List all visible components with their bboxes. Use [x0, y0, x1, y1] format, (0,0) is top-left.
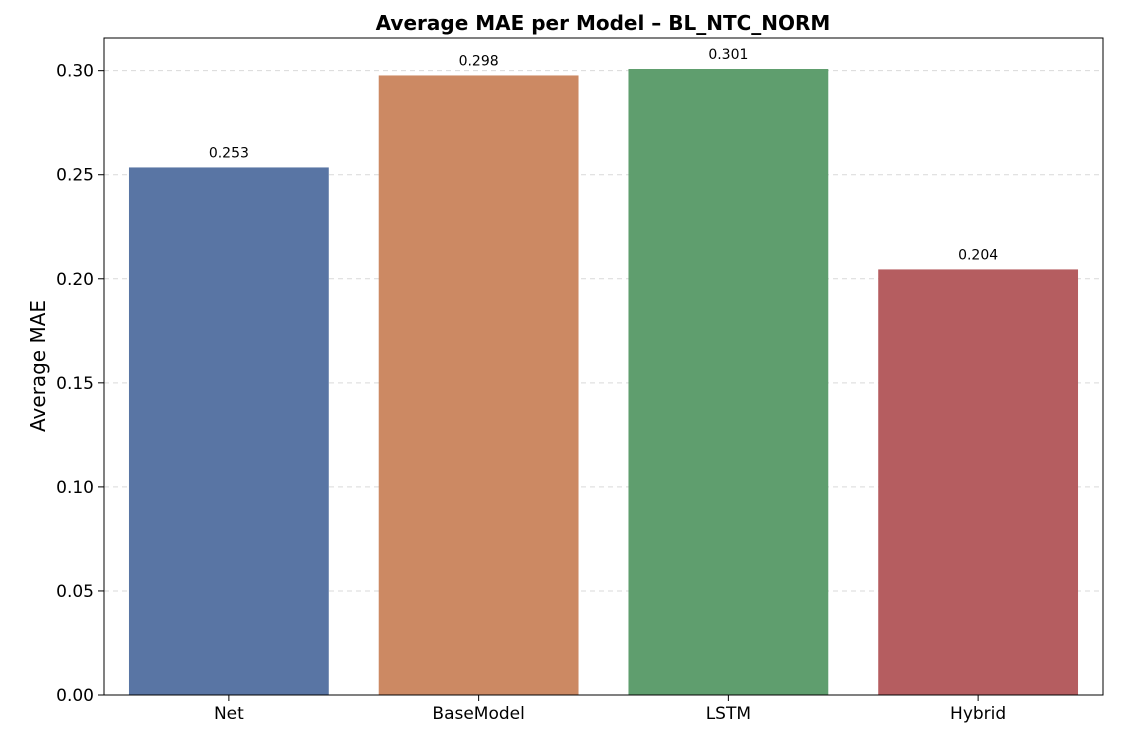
bar-net — [128, 167, 329, 695]
x-tick-label: LSTM — [706, 704, 751, 724]
y-tick-label: 0.15 — [56, 374, 94, 394]
bar-hybrid — [878, 269, 1079, 695]
bar-value-label: 0.253 — [209, 145, 249, 161]
bar-value-label: 0.204 — [958, 247, 998, 263]
chart-title: Average MAE per Model – BL_NTC_NORM — [376, 11, 831, 35]
y-tick-label: 0.30 — [56, 62, 94, 82]
bars — [128, 69, 1079, 696]
y-tick-label: 0.05 — [56, 582, 94, 602]
ticks: 0.00 0.05 0.10 0.15 0.20 0.25 0.30 Net BaseModel… — [56, 62, 1006, 724]
x-tick-label: Hybrid — [950, 704, 1006, 724]
x-tick-label: Net — [214, 704, 244, 724]
value-labels: 0.253 0.298 0.301 0.204 — [209, 47, 998, 263]
bar-value-label: 0.301 — [708, 47, 748, 63]
plot-frame — [103, 37, 1104, 696]
y-tick-label: 0.00 — [56, 686, 94, 706]
axes — [103, 37, 1104, 696]
y-tick-label: 0.25 — [56, 166, 94, 186]
y-tick-label: 0.20 — [56, 270, 94, 290]
bar-lstm — [628, 69, 829, 695]
y-tick-label: 0.10 — [56, 478, 94, 498]
x-tick-label: BaseModel — [432, 704, 524, 724]
bar-basemodel — [378, 75, 579, 696]
bar-value-label: 0.298 — [459, 53, 499, 69]
y-axis-label: Average MAE — [26, 300, 50, 432]
